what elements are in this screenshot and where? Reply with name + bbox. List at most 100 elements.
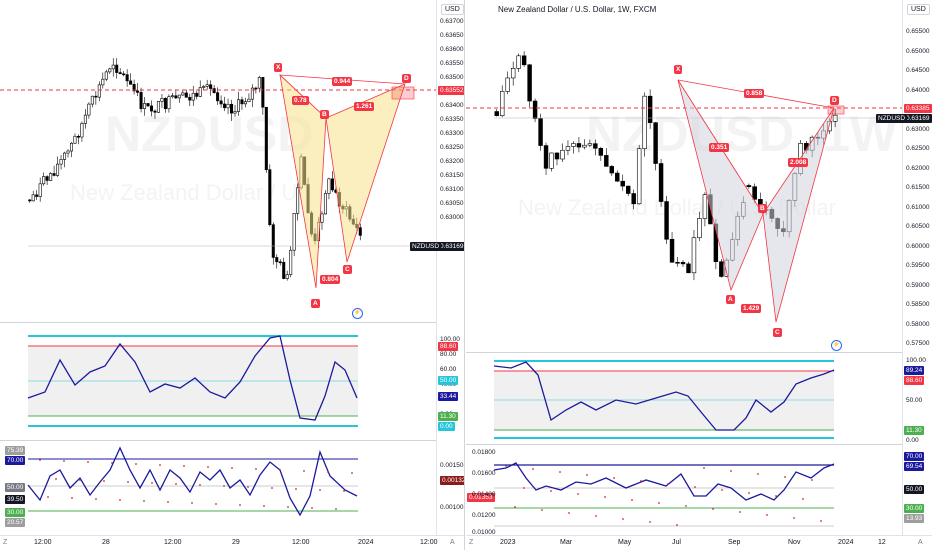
signal-dot <box>811 479 813 481</box>
price-tick: 0.63300 <box>440 130 464 137</box>
watermark-name: New Zealand Dollar / U <box>70 180 298 205</box>
indicator-tick: 100.00 <box>440 336 460 343</box>
zoom-toggle[interactable]: Z <box>3 539 8 546</box>
candle-body <box>296 187 300 214</box>
candle-body <box>292 213 296 251</box>
candle-body <box>543 145 549 169</box>
currency-label[interactable]: USD <box>441 4 464 15</box>
candle-body <box>658 163 664 202</box>
indicator-tick: 0.00150 <box>440 462 464 469</box>
signal-dot <box>127 481 129 483</box>
candle-body <box>122 73 126 76</box>
pattern-point-d: D <box>402 74 411 83</box>
candle-body <box>499 91 505 116</box>
candle-body <box>289 249 293 275</box>
signal-dot <box>231 467 233 469</box>
candle-body <box>87 103 91 116</box>
pattern-triangle-bcd <box>762 107 835 323</box>
signal-dot <box>640 480 642 482</box>
indicator-left-tag: 39.50 <box>5 495 26 504</box>
auto-scale-toggle[interactable]: A <box>450 539 455 546</box>
candle-body <box>83 114 87 124</box>
bolt-icon[interactable]: ⚡ <box>831 340 842 351</box>
bolt-icon[interactable]: ⚡ <box>352 308 363 319</box>
candle-body <box>216 92 220 102</box>
candle-body <box>42 176 46 185</box>
pattern-point-c: C <box>773 328 782 337</box>
zoom-toggle[interactable]: Z <box>469 539 474 546</box>
left-price-axis[interactable]: USD 0.63700 0.63650 0.63600 0.63550 0.63500 0… <box>436 0 464 536</box>
price-tick: 0.65500 <box>906 28 930 35</box>
pattern-point-b: B <box>320 110 329 119</box>
time-label: 12 <box>878 539 886 546</box>
right-chart-panel[interactable]: New Zealand Dollar / U.S. Dollar, 1W, FX… <box>466 0 932 550</box>
signal-dot <box>613 477 615 479</box>
candle-body <box>647 95 653 123</box>
right-price-axis[interactable]: USD 0.655000.650000.645000.640000.635000… <box>902 0 932 536</box>
signal-dot <box>103 480 105 482</box>
candle-body <box>90 95 94 105</box>
right-price-chart[interactable] <box>466 0 902 536</box>
signal-dot <box>111 462 113 464</box>
candle-body <box>111 64 115 70</box>
candle-body <box>219 100 223 105</box>
left-chart-panel[interactable]: NZDUSD New Zealand Dollar / U X B D A C … <box>0 0 465 550</box>
price-tick: 0.58500 <box>906 301 930 308</box>
price-tick: 0.63500 <box>440 74 464 81</box>
signal-dot <box>295 488 297 490</box>
signal-dot <box>550 490 552 492</box>
time-label: 29 <box>232 539 240 546</box>
ratio-xb: 0.78 <box>292 96 309 105</box>
time-label: May <box>618 539 632 546</box>
time-label: 12:00 <box>164 539 182 546</box>
signal-dot <box>514 506 516 508</box>
candle-body <box>254 87 258 90</box>
candle-body <box>143 103 147 109</box>
candle-body <box>52 173 56 176</box>
indicator-value-tag: 11.30 <box>438 412 458 421</box>
signal-dot <box>775 495 777 497</box>
signal-dot <box>63 460 65 462</box>
left-price-chart[interactable] <box>0 0 436 536</box>
candle-body <box>202 86 206 88</box>
time-label: 12:00 <box>420 539 438 546</box>
candle-body <box>63 152 67 160</box>
indicator-line <box>493 462 835 501</box>
candle-body <box>278 261 282 264</box>
auto-scale-toggle[interactable]: A <box>918 539 923 546</box>
red-line-price-tag: 0.63552 <box>438 86 464 95</box>
signal-dot <box>793 517 795 519</box>
currency-label[interactable]: USD <box>907 4 930 15</box>
candle-body <box>80 123 84 138</box>
left-time-axis[interactable]: Z 12:00 28 12:00 29 12:00 2024 12:00 A <box>0 535 464 550</box>
time-label: 12:00 <box>292 539 310 546</box>
last-price-tag: 0.63169 <box>904 114 932 123</box>
price-tick: 0.63100 <box>440 186 464 193</box>
signal-dot <box>151 482 153 484</box>
signal-dot <box>183 465 185 467</box>
price-tick: 0.63600 <box>440 46 464 53</box>
pane-separator[interactable] <box>466 352 902 353</box>
pane-separator[interactable] <box>0 322 436 323</box>
candle-body <box>505 77 510 92</box>
indicator-tick: 100.00 <box>906 357 926 364</box>
price-tick: 0.63050 <box>440 200 464 207</box>
signal-dot <box>191 502 193 504</box>
candle-body <box>139 92 143 109</box>
indicator-left-tag: 75.39 <box>5 446 26 455</box>
signal-dot <box>595 515 597 517</box>
indicator-value-tag: 50.00 <box>904 485 925 494</box>
candle-body <box>66 150 70 154</box>
candle-body <box>576 143 582 148</box>
signal-dot <box>87 461 89 463</box>
signal-dot <box>586 474 588 476</box>
candle-body <box>223 103 227 109</box>
signal-dot <box>55 478 57 480</box>
right-time-axis[interactable]: Z 2023 Mar May Jul Sep Nov 2024 12 A <box>466 535 932 550</box>
candle-body <box>691 237 697 274</box>
signal-dot <box>167 501 169 503</box>
pane-separator[interactable] <box>466 444 902 445</box>
candle-body <box>73 135 77 144</box>
signal-dot <box>327 471 329 473</box>
pane-separator[interactable] <box>0 440 436 441</box>
